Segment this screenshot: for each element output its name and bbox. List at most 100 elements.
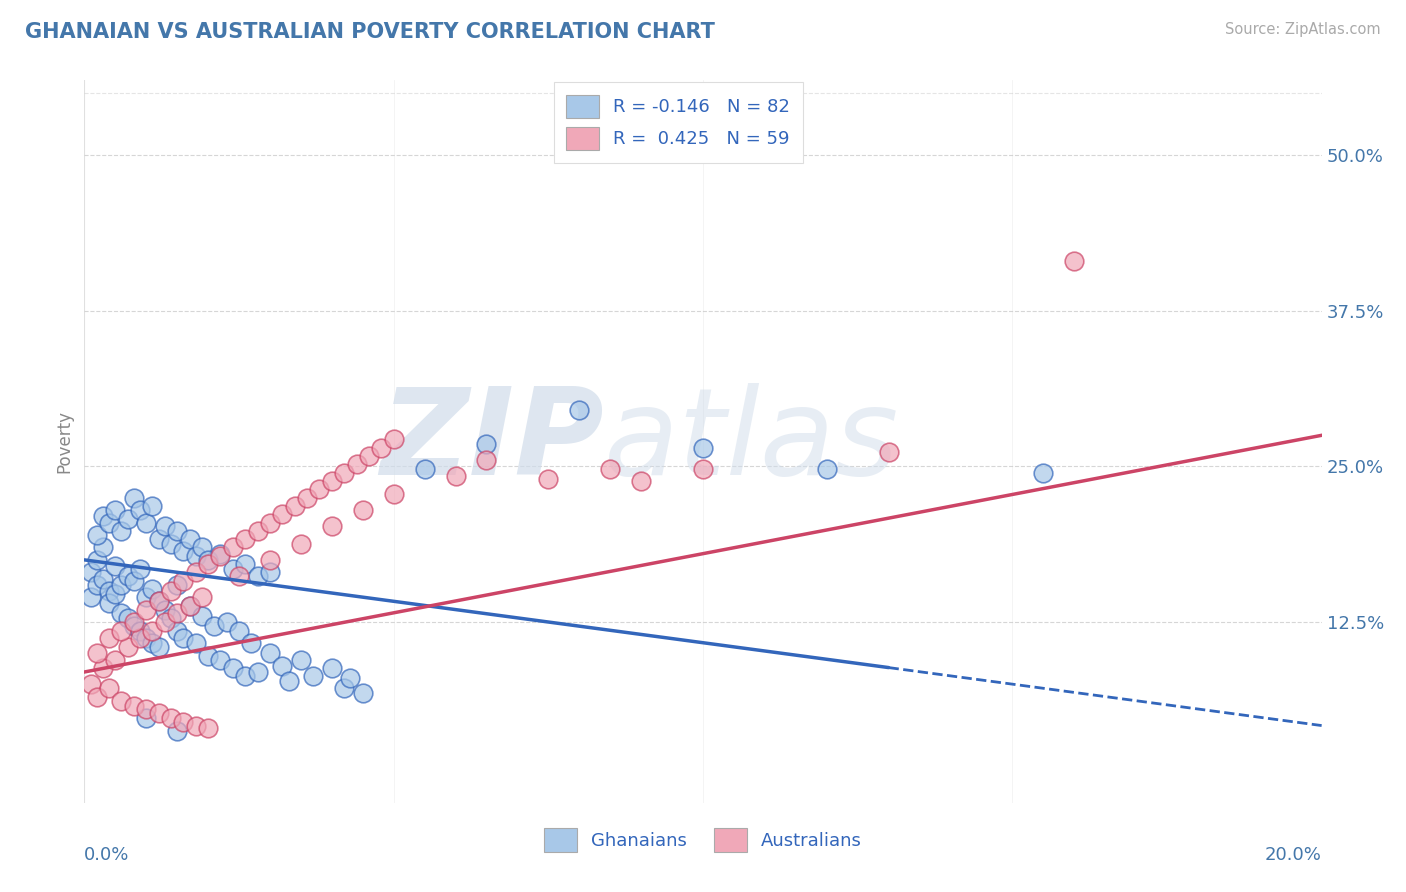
Point [148, 532, 170, 546]
Text: atlas: atlas [605, 383, 900, 500]
Point [277, 673, 299, 688]
Point [141, 500, 163, 514]
Point [444, 469, 467, 483]
Point [141, 582, 163, 596]
Point [79, 677, 101, 691]
Point [79, 591, 101, 605]
Point [202, 619, 225, 633]
Point [98, 681, 121, 696]
Point [1063, 253, 1085, 268]
Point [166, 723, 188, 738]
Point [166, 524, 188, 539]
Point [228, 624, 250, 638]
Point [191, 609, 214, 624]
Point [122, 698, 145, 713]
Point [259, 516, 281, 530]
Point [148, 706, 170, 720]
Point [339, 671, 361, 685]
Point [184, 636, 207, 650]
Point [91, 509, 114, 524]
Point [160, 584, 183, 599]
Point [184, 549, 207, 563]
Y-axis label: Poverty: Poverty [55, 410, 73, 473]
Point [129, 561, 152, 575]
Point [141, 624, 163, 638]
Point [153, 615, 176, 630]
Point [222, 561, 245, 575]
Point [333, 681, 356, 696]
Point [246, 665, 269, 679]
Point [110, 524, 132, 539]
Point [135, 516, 157, 530]
Point [135, 711, 157, 725]
Point [86, 578, 108, 592]
Point [104, 559, 127, 574]
Point [153, 519, 176, 533]
Point [228, 569, 250, 583]
Point [233, 557, 256, 571]
Point [86, 646, 108, 660]
Point [172, 574, 194, 588]
Point [222, 661, 245, 675]
Point [135, 632, 157, 646]
Point [110, 624, 132, 638]
Point [129, 624, 152, 638]
Text: Source: ZipAtlas.com: Source: ZipAtlas.com [1225, 22, 1381, 37]
Point [259, 553, 281, 567]
Point [160, 611, 183, 625]
Point [599, 462, 621, 476]
Point [475, 437, 498, 451]
Point [91, 661, 114, 675]
Point [104, 652, 127, 666]
Point [117, 640, 139, 654]
Point [357, 450, 380, 464]
Point [630, 475, 652, 489]
Point [179, 532, 201, 546]
Point [110, 578, 132, 592]
Point [129, 632, 152, 646]
Point [1032, 466, 1054, 480]
Point [98, 584, 121, 599]
Point [290, 537, 312, 551]
Point [91, 541, 114, 555]
Point [141, 636, 163, 650]
Point [246, 569, 269, 583]
Point [160, 711, 183, 725]
Point [86, 528, 108, 542]
Legend: Ghanaians, Australians: Ghanaians, Australians [537, 822, 869, 859]
Point [197, 648, 219, 663]
Point [104, 503, 127, 517]
Point [382, 432, 405, 446]
Point [352, 686, 374, 700]
Point [352, 503, 374, 517]
Point [166, 578, 188, 592]
Point [191, 591, 214, 605]
Point [271, 658, 294, 673]
Point [129, 503, 152, 517]
Point [122, 574, 145, 588]
Point [475, 453, 498, 467]
Point [122, 619, 145, 633]
Point [290, 652, 312, 666]
Point [877, 444, 900, 458]
Point [246, 524, 269, 539]
Point [98, 597, 121, 611]
Point [321, 519, 343, 533]
Point [346, 457, 368, 471]
Point [148, 594, 170, 608]
Point [370, 441, 392, 455]
Point [122, 615, 145, 630]
Point [98, 632, 121, 646]
Point [382, 487, 405, 501]
Point [86, 553, 108, 567]
Point [91, 572, 114, 586]
Point [222, 541, 245, 555]
Point [321, 661, 343, 675]
Point [259, 646, 281, 660]
Point [197, 557, 219, 571]
Point [117, 611, 139, 625]
Point [110, 607, 132, 621]
Point [153, 603, 176, 617]
Point [191, 541, 214, 555]
Point [110, 693, 132, 707]
